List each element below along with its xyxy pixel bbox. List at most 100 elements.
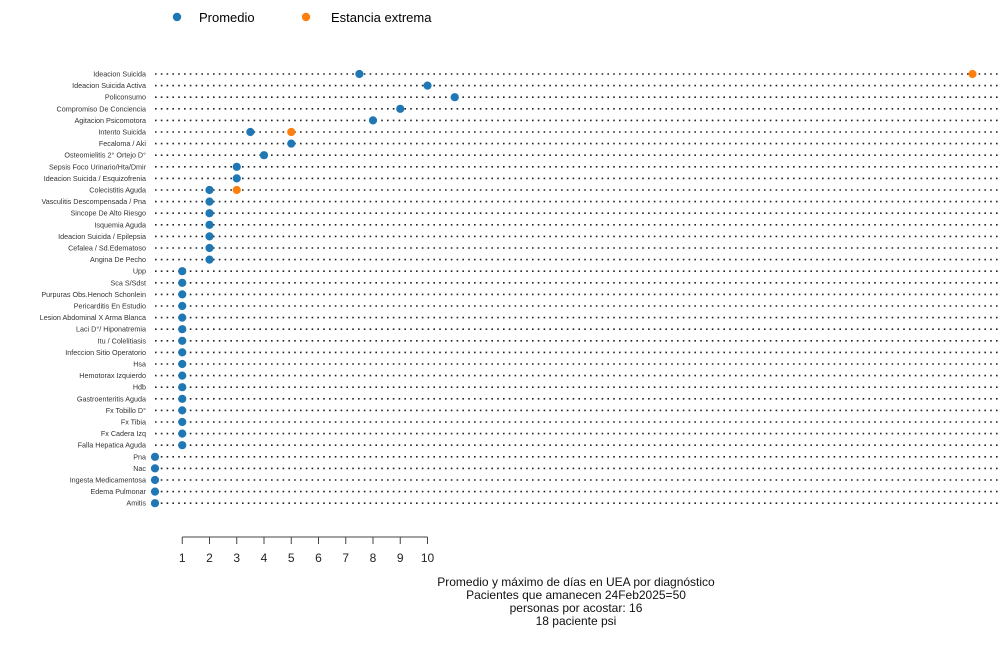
category-label: Edema Pulmonar <box>90 487 146 496</box>
category-label: Policonsumo <box>105 93 146 102</box>
point-promedio <box>396 104 405 113</box>
category-label: Ideacion Suicida Activa <box>72 81 146 90</box>
category-label: Fx Tobillo D° <box>106 406 146 415</box>
row-ideacion-suicida-activa: Ideacion Suicida Activa <box>72 81 1000 90</box>
category-label: Ideacion Suicida / Epilepsia <box>58 232 146 241</box>
x-tick-label: 9 <box>397 551 404 565</box>
category-label: Vasculitis Descompensada / Pna <box>41 197 146 206</box>
row-hsa: Hsa <box>133 360 1000 369</box>
x-tick-label: 3 <box>233 551 240 565</box>
point-promedio <box>205 232 214 241</box>
category-label: Hemotorax Izquierdo <box>79 371 146 380</box>
category-label: Cefalea / Sd.Edematoso <box>68 244 146 253</box>
x-tick-label: 5 <box>288 551 295 565</box>
row-pna: Pna <box>133 452 1000 461</box>
row-ingesta-medicamentosa: Ingesta Medicamentosa <box>70 476 1000 485</box>
point-promedio <box>178 441 187 450</box>
x-tick-label: 10 <box>421 551 435 565</box>
point-promedio <box>205 209 214 218</box>
row-itu-colelitiasis: Itu / Colelitiasis <box>98 336 1000 345</box>
point-promedio <box>178 278 187 287</box>
row-isquemia-aguda: Isquemia Aguda <box>94 220 1000 229</box>
category-label: Intento Suicida <box>98 128 146 137</box>
x-tick-label: 4 <box>261 551 268 565</box>
category-label: Sca S/Sdst <box>110 278 146 287</box>
point-promedio <box>178 348 187 357</box>
point-promedio <box>423 81 432 90</box>
row-cefalea-sd-edematoso: Cefalea / Sd.Edematoso <box>68 244 1000 253</box>
category-label: Lesion Abdominal X Arma Blanca <box>40 313 146 322</box>
category-label: Fecaloma / Aki <box>99 139 147 148</box>
row-hemotorax-izquierdo: Hemotorax Izquierdo <box>79 371 1000 380</box>
caption: Promedio y máximo de días en UEA por dia… <box>437 575 715 628</box>
row-fecaloma-aki: Fecaloma / Aki <box>99 139 1000 148</box>
x-axis: 1 2 3 4 5 6 7 8 9 10 <box>179 536 435 565</box>
point-promedio <box>150 452 160 461</box>
point-promedio <box>287 139 296 148</box>
point-promedio <box>205 197 214 206</box>
category-label: Sepsis Foco Urinario/Hta/Dmir <box>49 162 147 171</box>
legend-label-estancia-extrema: Estancia extrema <box>331 10 432 25</box>
category-label: Pna <box>133 452 146 461</box>
row-lesion-abdominal-x-arma-blanca: Lesion Abdominal X Arma Blanca <box>40 313 1000 322</box>
point-promedio <box>450 93 459 102</box>
point-promedio <box>205 185 214 195</box>
category-label: Amitis <box>126 499 146 508</box>
row-intento-suicida: Intento Suicida <box>98 128 1000 137</box>
point-promedio <box>178 313 187 322</box>
row-ideacion-suicida: Ideacion Suicida <box>93 70 1000 79</box>
point-promedio <box>259 151 269 160</box>
point-promedio <box>232 162 241 171</box>
row-compromiso-de-conciencia: Compromiso De Conciencia <box>57 104 1000 113</box>
row-vasculitis-descompensada-pna: Vasculitis Descompensada / Pna <box>41 197 1000 206</box>
row-sca-s-sdst: Sca S/Sdst <box>110 278 1000 287</box>
category-label: Ideacion Suicida / Esquizofrenia <box>44 174 146 183</box>
category-label: Falla Hepatica Aguda <box>78 441 146 450</box>
row-laci-d-hiponatremia: Laci D°/ Hiponatremia <box>76 325 1000 334</box>
category-label: Hsa <box>133 360 146 369</box>
category-label: Purpuras Obs.Henoch Schonlein <box>41 290 146 299</box>
point-promedio <box>178 336 187 345</box>
row-falla-hepatica-aguda: Falla Hepatica Aguda <box>78 441 1000 450</box>
category-label: Ideacion Suicida <box>93 70 146 79</box>
category-label: Gastroenteritis Aguda <box>77 394 146 403</box>
point-promedio <box>178 301 187 311</box>
x-tick-label: 7 <box>342 551 349 565</box>
point-promedio <box>178 383 187 392</box>
row-upp: Upp <box>133 267 1000 276</box>
category-label: Isquemia Aguda <box>94 220 146 229</box>
point-promedio <box>178 417 187 427</box>
category-label: Infeccion Sitio Operatorio <box>65 348 146 357</box>
point-promedio <box>150 487 160 496</box>
caption-line-1: Promedio y máximo de días en UEA por dia… <box>437 575 715 589</box>
category-label: Itu / Colelitiasis <box>98 336 147 345</box>
category-label: Agitacion Psicomotora <box>74 116 146 125</box>
point-promedio <box>178 359 187 369</box>
row-fx-cadera-izq: Fx Cadera Izq <box>101 429 1000 438</box>
point-promedio <box>205 220 214 229</box>
row-sepsis-foco-urinario-hta-dmir: Sepsis Foco Urinario/Hta/Dmir <box>49 162 1000 171</box>
category-label: Pericarditis En Estudio <box>74 302 146 311</box>
category-label: Colecistitis Aguda <box>89 186 146 195</box>
chart-rows: Ideacion Suicida Ideacion Suicida Activa P… <box>40 70 1000 508</box>
category-label: Fx Cadera Izq <box>101 429 146 438</box>
row-agitacion-psicomotora: Agitacion Psicomotora <box>74 116 1000 125</box>
row-purpuras-obs-henoch-schonlein: Purpuras Obs.Henoch Schonlein <box>41 290 1000 299</box>
point-promedio <box>178 406 187 415</box>
point-promedio <box>205 255 214 264</box>
row-gastroenteritis-aguda: Gastroenteritis Aguda <box>77 394 1000 403</box>
category-label: Sincope De Alto Riesgo <box>70 209 146 218</box>
category-label: Upp <box>133 267 146 276</box>
category-label: Compromiso De Conciencia <box>57 104 146 113</box>
legend-label-promedio: Promedio <box>199 10 255 25</box>
row-colecistitis-aguda: Colecistitis Aguda <box>89 186 1000 195</box>
category-label: Angina De Pecho <box>90 255 146 264</box>
row-amitis: Amitis <box>126 499 1000 508</box>
point-promedio <box>232 174 241 183</box>
row-ideacion-suicida-epilepsia: Ideacion Suicida / Epilepsia <box>58 232 1000 241</box>
row-fx-tobillo-d: Fx Tobillo D° <box>106 406 1000 415</box>
caption-line-4: 18 paciente psi <box>536 614 617 628</box>
point-promedio <box>178 325 187 334</box>
point-promedio <box>178 267 187 276</box>
